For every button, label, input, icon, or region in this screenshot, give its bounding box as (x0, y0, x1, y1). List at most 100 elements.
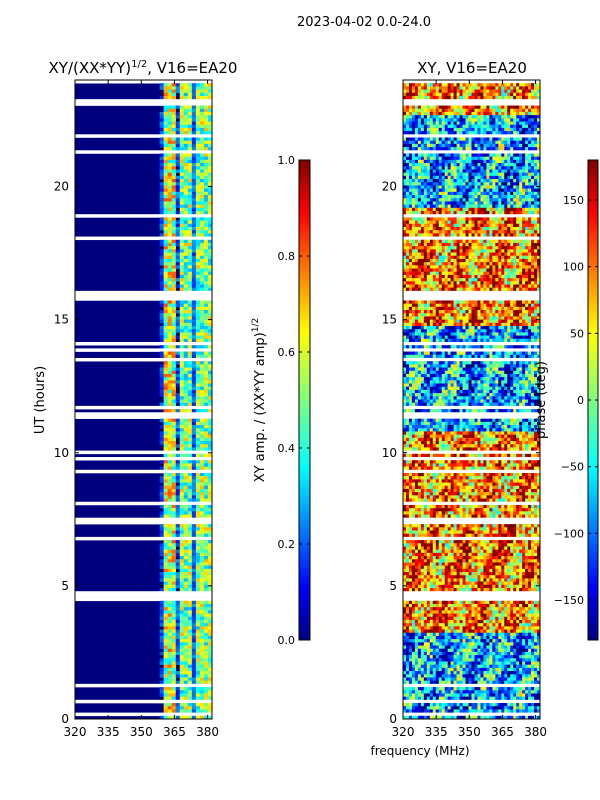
heatmap-cell (531, 239, 535, 244)
heatmap-cell (207, 399, 212, 403)
heatmap-cell (537, 89, 540, 94)
heatmap-cell (444, 226, 448, 231)
heatmap-cell (504, 262, 508, 266)
heatmap-cell (159, 127, 164, 132)
heatmap-cell (175, 396, 181, 400)
heatmap-cell (207, 182, 212, 186)
heatmap-cell (486, 262, 490, 266)
heatmap-cell (513, 207, 517, 212)
heatmap-cell (474, 262, 478, 266)
heatmap-cell (456, 204, 460, 209)
heatmap-cell (411, 191, 416, 196)
heatmap-cell (187, 310, 193, 314)
heatmap-cell (417, 223, 422, 228)
heatmap-cell (183, 572, 189, 576)
heatmap-cell (477, 258, 481, 263)
heatmap-cell (191, 389, 197, 394)
heatmap-cell (171, 687, 177, 691)
heatmap-cell (175, 472, 181, 477)
heatmap-cell (199, 131, 205, 135)
heatmap-cell (203, 258, 209, 263)
heatmap-cell (471, 182, 475, 186)
heatmap-cell (456, 226, 460, 231)
heatmap-cell (489, 115, 493, 119)
heatmap-cell (159, 252, 164, 257)
heatmap-cell (495, 185, 499, 189)
heatmap-cell (459, 191, 463, 196)
heatmap-cell (179, 252, 185, 257)
heatmap-cell (450, 204, 454, 209)
heatmap-cell (522, 83, 526, 87)
heatmap-cell (159, 195, 164, 199)
heatmap-cell (199, 425, 205, 429)
heatmap-cell (459, 220, 463, 225)
heatmap-cell (477, 223, 481, 228)
heatmap-cell (528, 284, 532, 288)
heatmap-cell (501, 86, 505, 90)
heatmap-cell (167, 386, 173, 391)
heatmap-cell (179, 581, 185, 586)
heatmap-cell (423, 131, 428, 135)
heatmap-cell (528, 258, 532, 263)
heatmap-cell (163, 389, 168, 394)
heatmap-cell (199, 540, 205, 544)
heatmap-cell (175, 399, 181, 403)
heatmap-cell (199, 380, 205, 384)
heatmap-cell (199, 690, 205, 694)
heatmap-cell (459, 287, 463, 292)
heatmap-cell (507, 204, 511, 209)
heatmap-cell (447, 226, 451, 231)
heatmap-cell (447, 127, 451, 132)
heatmap-cell (480, 147, 484, 151)
heatmap-cell (531, 147, 535, 151)
heatmap-cell (438, 207, 443, 212)
heatmap-cell (175, 393, 181, 397)
heatmap-cell (489, 271, 493, 276)
heatmap-cell (534, 262, 538, 266)
heatmap-cell (171, 287, 177, 292)
heatmap-cell (525, 220, 529, 225)
heatmap-cell (199, 463, 205, 467)
heatmap-cell (179, 524, 185, 528)
heatmap-cell (438, 268, 443, 272)
heatmap-cell (191, 687, 197, 691)
heatmap-cell (159, 559, 164, 563)
heatmap-cell (195, 223, 201, 228)
heatmap-cell (450, 111, 454, 116)
heatmap-cell (175, 377, 181, 381)
heatmap-cell (183, 255, 189, 260)
heatmap-cell (195, 639, 201, 643)
heatmap-cell (435, 118, 440, 122)
heatmap-cell (203, 482, 209, 487)
heatmap-cell (195, 648, 201, 653)
heatmap-cell (438, 105, 443, 110)
heatmap-cell (171, 326, 177, 330)
heatmap-cell (414, 92, 419, 97)
heatmap-cell (163, 482, 168, 487)
heatmap-cell (203, 92, 209, 97)
heatmap-cell (471, 226, 475, 231)
heatmap-cell (187, 626, 193, 630)
heatmap-cell (187, 204, 193, 209)
heatmap-cell (403, 274, 407, 279)
heatmap-cell (432, 223, 437, 228)
heatmap-cell (441, 300, 445, 304)
heatmap-cell (465, 169, 469, 173)
heatmap-cell (498, 271, 502, 276)
heatmap-cell (175, 463, 181, 467)
heatmap-cell (456, 242, 460, 247)
heatmap-cell (513, 255, 517, 260)
heatmap-cell (179, 188, 185, 193)
heatmap-cell (167, 246, 173, 250)
heatmap-cell (450, 147, 454, 151)
heatmap-cell (199, 89, 205, 94)
heatmap-cell (489, 195, 493, 199)
heatmap-cell (414, 191, 419, 196)
heatmap-cell (534, 249, 538, 253)
heatmap-cell (492, 118, 496, 122)
heatmap-cell (525, 195, 529, 199)
heatmap-cell (510, 127, 514, 132)
heatmap-cell (414, 95, 419, 100)
heatmap-cell (429, 182, 434, 186)
heatmap-cell (471, 274, 475, 279)
